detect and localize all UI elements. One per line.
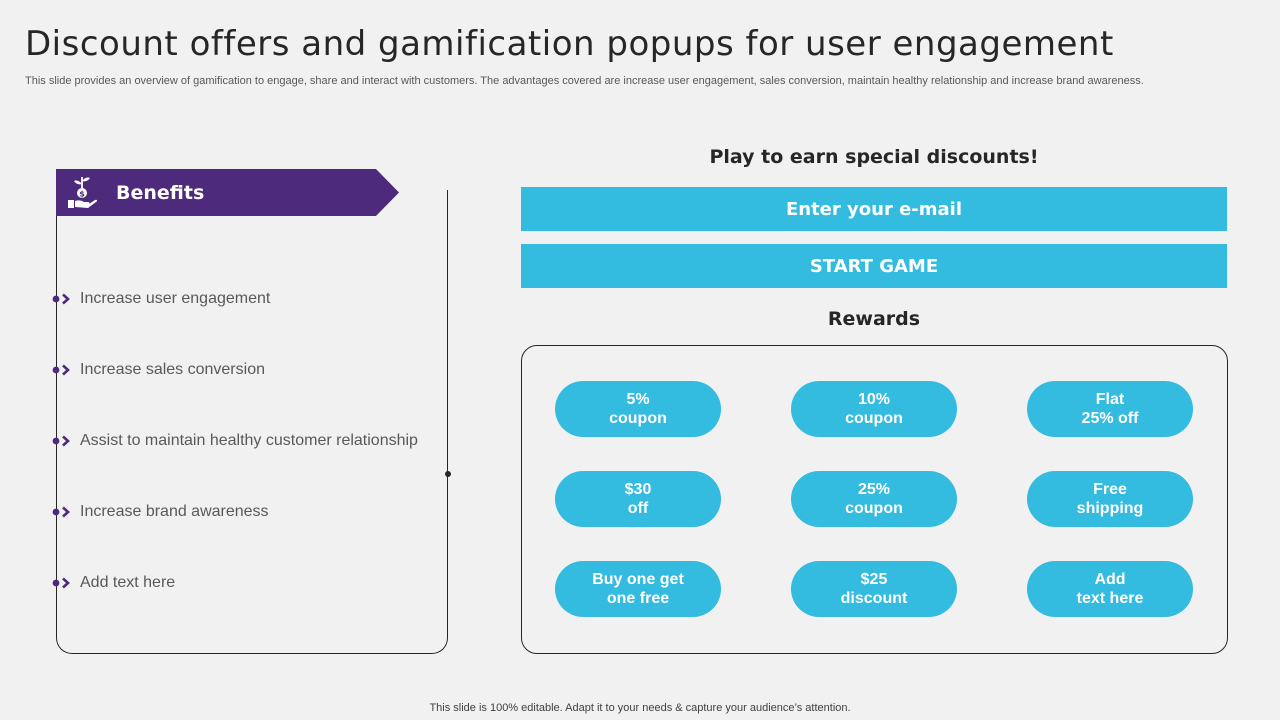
double-chevron-bullet-icon [52, 435, 70, 447]
reward-option[interactable]: Add text here [1027, 561, 1193, 617]
reward-line: 5% [626, 391, 650, 408]
play-heading: Play to earn special discounts! [709, 146, 1039, 168]
reward-option[interactable]: $30 off [555, 471, 721, 527]
benefits-frame [56, 190, 448, 654]
page-subtitle: This slide provides an overview of gamif… [25, 75, 1144, 87]
reward-line: coupon [845, 500, 903, 517]
benefit-text: Increase user engagement [80, 290, 271, 307]
benefits-heading: Benefits [116, 182, 205, 204]
reward-line: $30 [624, 481, 652, 498]
reward-line: coupon [609, 410, 667, 427]
hand-plant-dollar-icon: $ [66, 174, 98, 210]
reward-option[interactable]: 5% coupon [555, 381, 721, 437]
rewards-panel [521, 345, 1228, 654]
reward-line: Add [1094, 571, 1126, 588]
page-title: Discount offers and gamification popups … [25, 24, 1114, 64]
benefit-item: Increase user engagement [52, 289, 270, 309]
benefit-item: Add text here [52, 573, 175, 593]
double-chevron-bullet-icon [52, 577, 70, 589]
benefit-item: Assist to maintain healthy customer rela… [52, 431, 418, 451]
benefit-text: Increase brand awareness [80, 503, 269, 520]
double-chevron-bullet-icon [52, 364, 70, 376]
rewards-heading: Rewards [827, 308, 921, 330]
benefit-text: Assist to maintain healthy customer rela… [80, 432, 418, 449]
reward-option[interactable]: $25 discount [791, 561, 957, 617]
benefit-text: Increase sales conversion [80, 361, 265, 378]
reward-line: 10% [857, 391, 891, 408]
reward-line: shipping [1076, 500, 1144, 517]
reward-line: Buy one get [592, 571, 684, 588]
footer-note: This slide is 100% editable. Adapt it to… [429, 702, 851, 714]
double-chevron-bullet-icon [52, 293, 70, 305]
reward-line: off [627, 500, 649, 517]
reward-line: coupon [845, 410, 903, 427]
double-chevron-bullet-icon [52, 506, 70, 518]
benefit-text: Add text here [80, 574, 176, 591]
reward-line: one free [606, 590, 670, 607]
reward-option[interactable]: Flat 25% off [1027, 381, 1193, 437]
reward-line: discount [840, 590, 908, 607]
reward-line: Free [1093, 481, 1127, 498]
reward-line: $25 [860, 571, 888, 588]
reward-line: 25% [857, 481, 891, 498]
start-game-button[interactable]: START GAME [521, 244, 1227, 288]
email-input[interactable] [521, 187, 1227, 231]
benefit-item: Increase brand awareness [52, 502, 269, 522]
reward-option[interactable]: Free shipping [1027, 471, 1193, 527]
reward-option[interactable]: Buy one get one free [555, 561, 721, 617]
benefit-item: Increase sales conversion [52, 360, 265, 380]
reward-line: text here [1076, 590, 1144, 607]
reward-line: Flat [1095, 391, 1125, 408]
reward-option[interactable]: 10% coupon [791, 381, 957, 437]
benefits-banner: $ Benefits [56, 169, 400, 216]
reward-option[interactable]: 25% coupon [791, 471, 957, 527]
frame-gap [448, 190, 450, 474]
reward-line: 25% off [1081, 410, 1139, 427]
frame-endpoint-dot [445, 471, 451, 477]
svg-text:$: $ [79, 190, 85, 199]
